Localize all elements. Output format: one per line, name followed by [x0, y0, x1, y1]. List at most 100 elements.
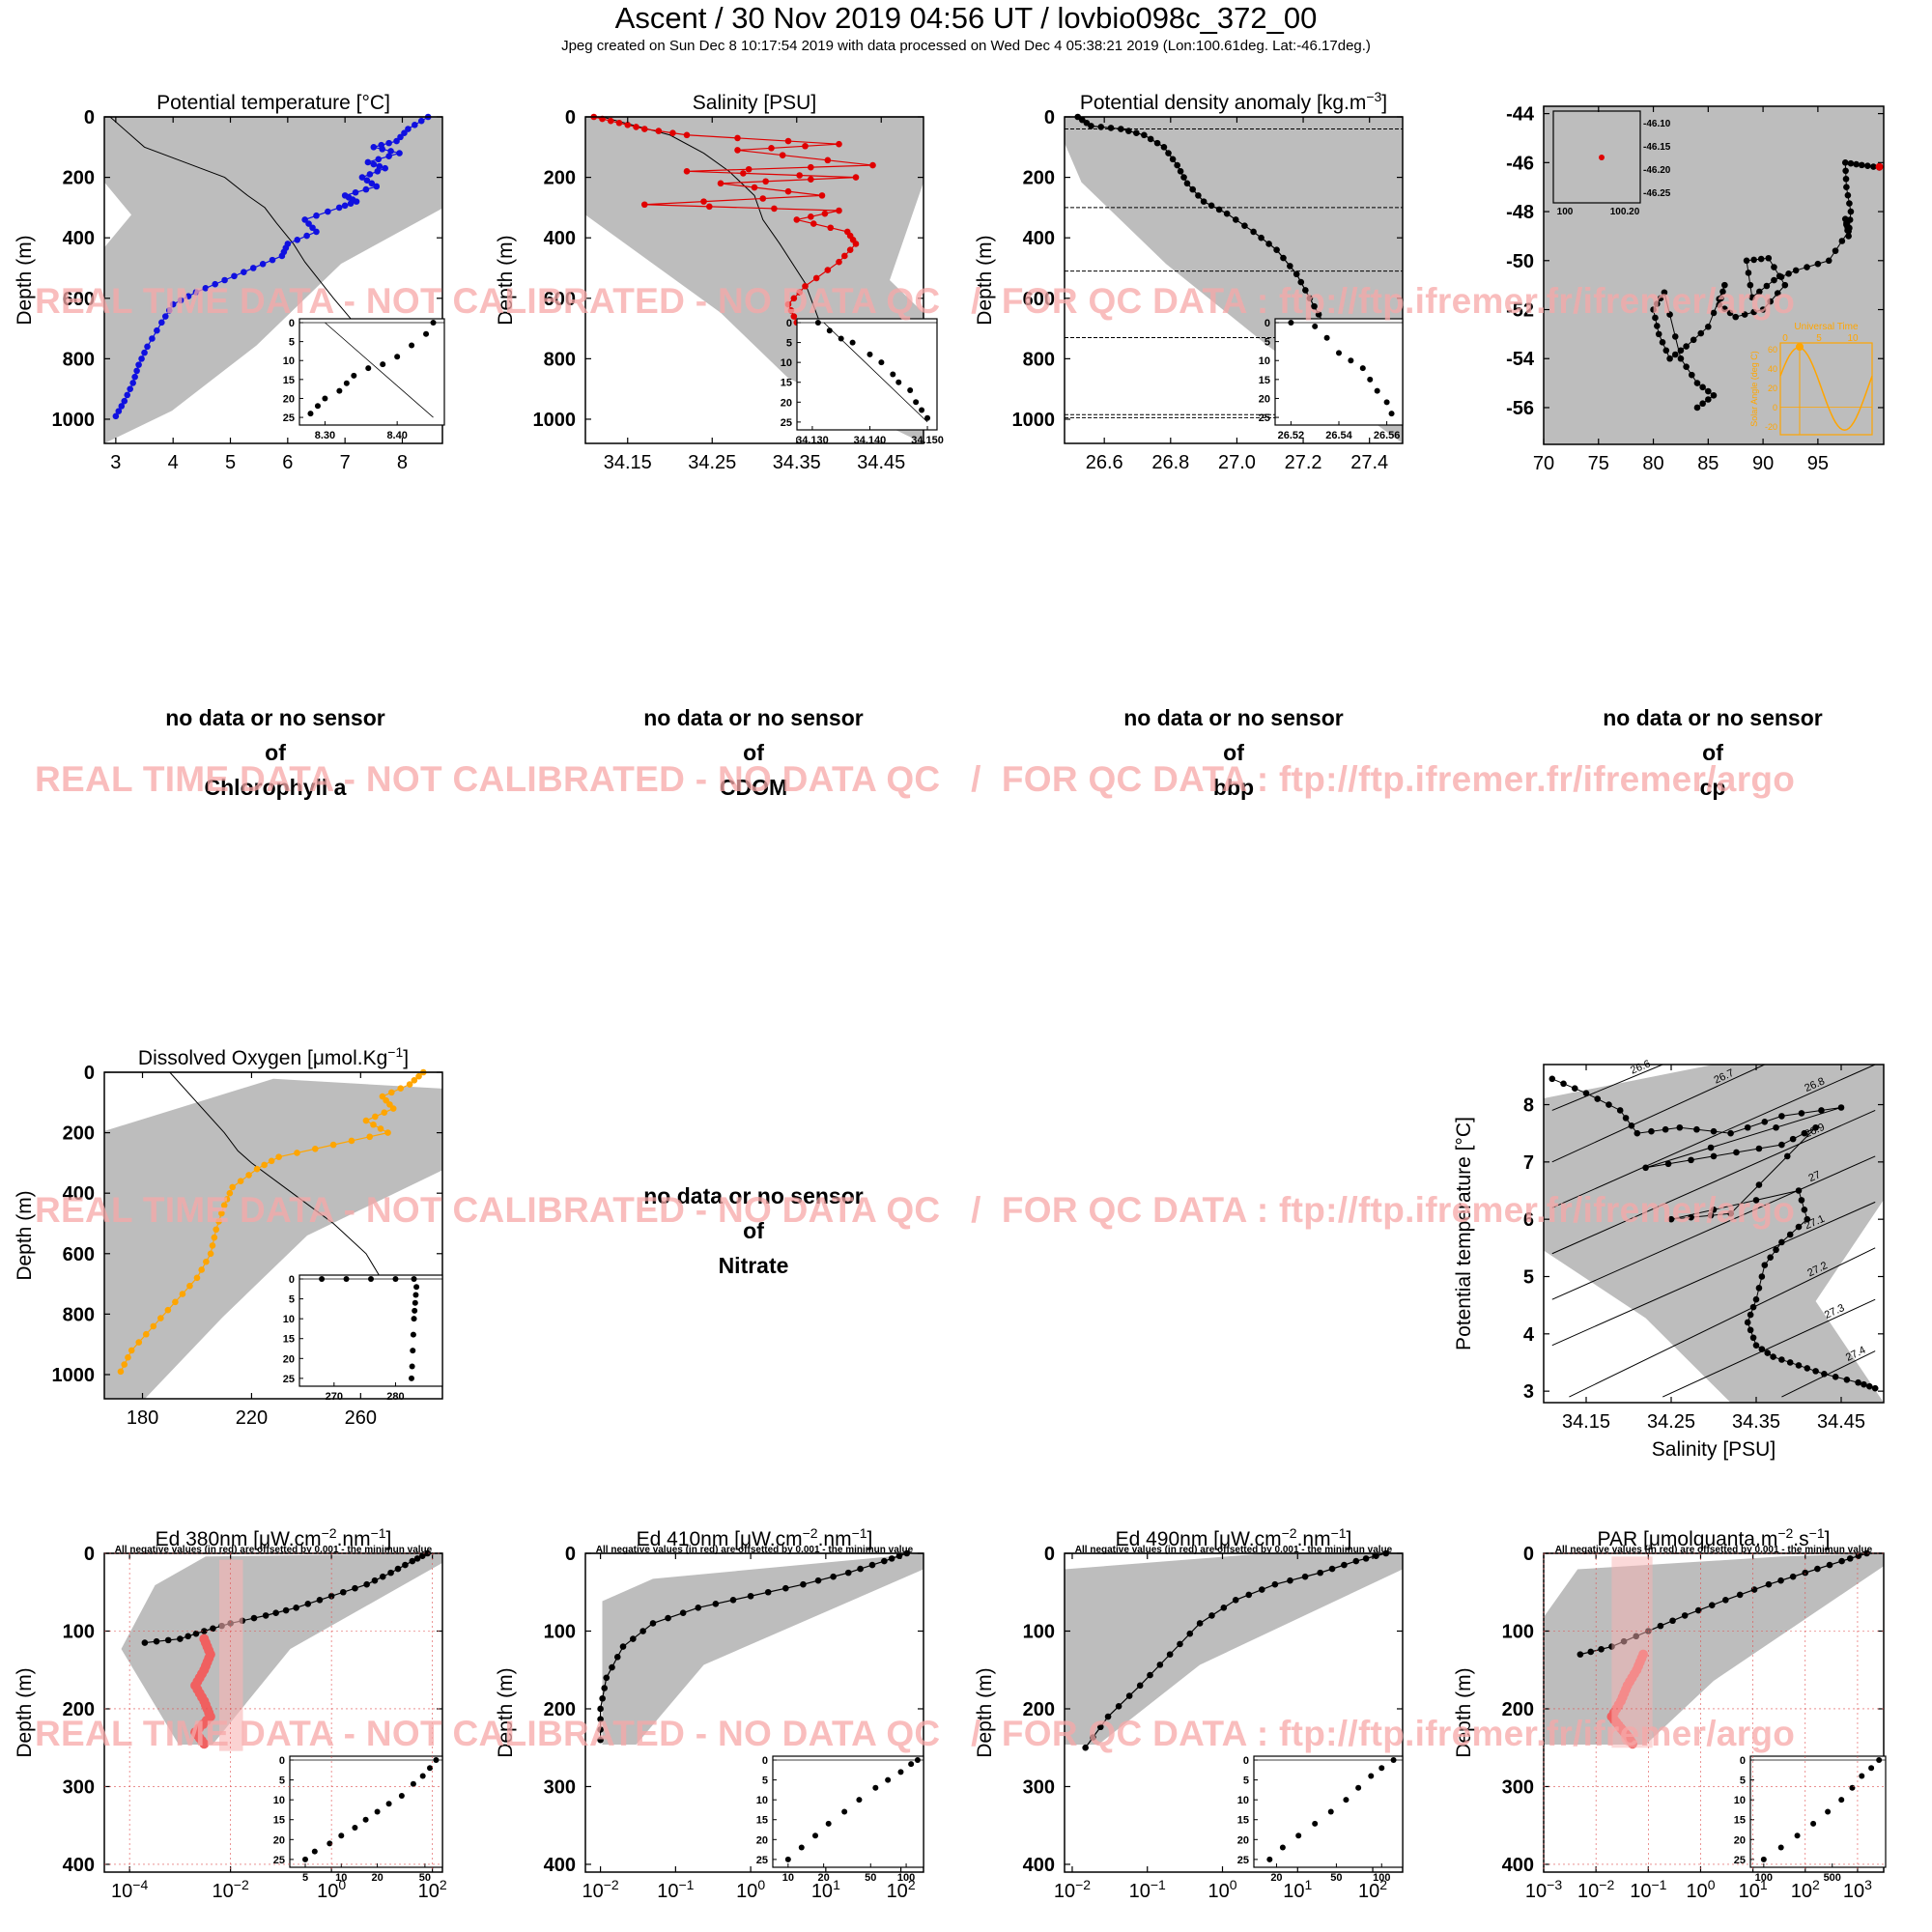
trajectory-point [1757, 255, 1765, 263]
trajectory-point [1671, 333, 1679, 340]
negative-values-band-par [1611, 1556, 1653, 1748]
inset-data-point-ed380 [385, 1801, 392, 1807]
chart-note-ed490: All negative values (in red) are offsett… [1075, 1545, 1393, 1555]
y-tick-label-ed380: 400 [63, 1855, 95, 1876]
profile-point-temp [366, 171, 374, 178]
inset-y-tick-label-temp: 0 [289, 318, 295, 329]
y-tick-label-ts: 3 [1523, 1381, 1534, 1403]
map-background [1544, 106, 1884, 444]
profile-point-dens [1165, 150, 1172, 156]
inset-data-point-dens [1312, 323, 1319, 329]
inset-y-tick-label-oxy: 25 [283, 1374, 295, 1385]
ts-profile-point [1761, 1262, 1769, 1268]
chart-note-ed380: All negative values (in red) are offsett… [115, 1545, 433, 1555]
profile-point-sal [841, 252, 848, 260]
inset-y-tick-label-ed490: 20 [1237, 1834, 1249, 1846]
inset-x-tick-label-par: 500 [1824, 1872, 1841, 1884]
profile-point-oxy [348, 1137, 355, 1145]
x-tick-label-temp: 5 [225, 452, 236, 473]
trajectory-point [1748, 294, 1756, 301]
profile-point-temp [294, 236, 301, 243]
profile-point-temp [347, 200, 355, 208]
trajectory-point [1657, 295, 1664, 301]
inset-x-tick-label-ed380: 10 [335, 1872, 347, 1884]
profile-point-sal [796, 172, 803, 179]
trajectory-point [1765, 254, 1773, 262]
watermark-row-2: REAL TIME DATA - NOT CALIBRATED - NO DAT… [35, 759, 1796, 799]
profile-point-dens [1118, 126, 1124, 132]
profile-point-sal [771, 205, 778, 213]
isopycnal-line [1569, 1247, 1876, 1398]
y-tick-label-ed410: 100 [544, 1621, 576, 1642]
x-tick-label-map: 75 [1588, 453, 1609, 474]
profile-point-sal [706, 203, 713, 211]
profile-point-temp [370, 160, 378, 168]
inset-data-point-dens [1383, 399, 1390, 406]
trajectory-point [1847, 208, 1855, 215]
inset-y-tick-label-ed490: 0 [1243, 1755, 1249, 1767]
profile-point-oxy [117, 1368, 125, 1376]
inset-data-point-temp [322, 395, 328, 402]
x-tick-label-par: 103 [1843, 1877, 1872, 1902]
profile-point-par [1838, 1557, 1845, 1565]
profile-point-temp [129, 380, 136, 386]
ts-profile-point [1710, 1152, 1718, 1160]
profile-point-temp [158, 319, 165, 327]
profile-point-oxy [121, 1361, 128, 1368]
trajectory-point [1845, 228, 1852, 235]
trajectory-point [1853, 160, 1860, 168]
solar-inset-y-label: 0 [1773, 403, 1777, 412]
x-tick-label-sal: 34.15 [604, 452, 652, 473]
profile-point-temp [335, 204, 343, 212]
profile-point-oxy [193, 1274, 201, 1282]
profile-point-sal [793, 216, 801, 223]
ts-profile-point [1594, 1095, 1602, 1102]
no-data-bbp: no data or no sensor of bbp [1040, 700, 1427, 805]
profile-point-temp [133, 367, 140, 375]
profile-point-ed410 [601, 1685, 609, 1691]
profile-point-oxy [125, 1353, 131, 1361]
inset-data-point-par [1876, 1757, 1883, 1763]
ts-profile-point [1801, 1206, 1808, 1213]
profile-point-ed410 [857, 1565, 864, 1573]
historical-data-cloud-ts [1544, 1065, 1884, 1403]
profile-point-oxy [362, 1117, 370, 1124]
profile-point-ed410 [630, 1635, 637, 1642]
inset-x-tick-label-sal: 34.150 [911, 435, 944, 446]
y-tick-label-ts: 8 [1523, 1095, 1534, 1117]
y-tick-label-sal: 400 [544, 228, 576, 249]
trajectory-point [1743, 257, 1750, 265]
profile-point-temp [185, 293, 192, 299]
solar-inset-y-axis-label: Solar Angle (deg C) [1749, 351, 1759, 427]
profile-point-sal [717, 180, 724, 187]
ts-profile-point [1843, 1376, 1851, 1383]
y-tick-label-sal: 200 [544, 168, 576, 189]
x-tick-label-ed380: 102 [418, 1877, 447, 1902]
trajectory-point [1745, 270, 1752, 276]
y-tick-label-sal: 0 [565, 107, 576, 128]
profile-point-dens [1141, 131, 1148, 139]
profile-point-sal [768, 145, 775, 152]
trajectory-point [1771, 276, 1777, 284]
y-tick-label-oxy: 0 [84, 1063, 95, 1084]
profile-point-ed380 [419, 1552, 426, 1559]
profile-point-temp [177, 297, 185, 304]
inset-x-tick-label-oxy: 270 [326, 1391, 343, 1403]
inset-data-point-ed410 [784, 1856, 791, 1862]
inset-x-tick-label-temp: 8.40 [386, 430, 407, 441]
inset-data-point-sal [919, 407, 925, 413]
profile-point-ed490 [1317, 1569, 1323, 1577]
inset-data-point-oxy [409, 1375, 414, 1381]
profile-point-temp [144, 343, 151, 351]
profile-point-sal [824, 156, 832, 164]
map-zoom-y-label: -46.20 [1643, 165, 1671, 176]
inset-y-tick-label-par: 0 [1740, 1755, 1746, 1767]
inset-y-tick-label-dens: 25 [1259, 412, 1270, 424]
trajectory-point [1662, 347, 1670, 355]
profile-point-sal [790, 295, 798, 302]
profile-point-ed410 [814, 1577, 822, 1584]
profile-point-dens [1174, 161, 1180, 169]
ts-profile-point [1798, 1197, 1805, 1204]
trajectory-point [1741, 311, 1748, 318]
